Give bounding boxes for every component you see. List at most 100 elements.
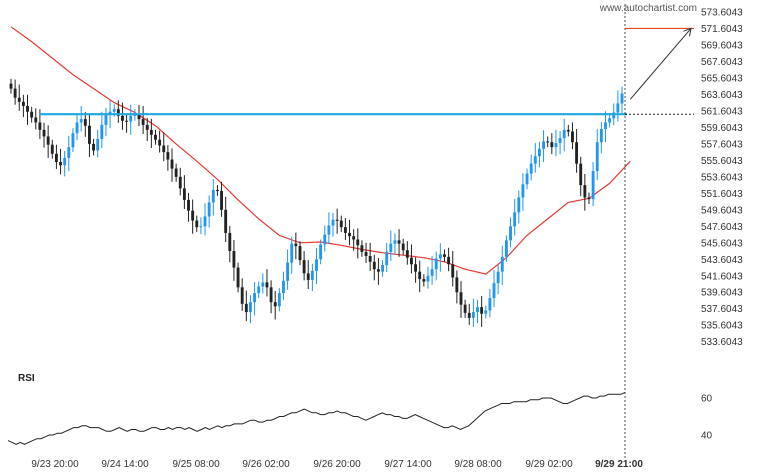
projection-arrow-head [683, 27, 692, 37]
candle-body [112, 109, 116, 112]
x-tick-label: 9/29 21:00 [595, 459, 643, 470]
y-tick-label: 571.6043 [701, 24, 743, 35]
candle-body [385, 251, 389, 266]
candle-body [459, 292, 463, 305]
candle-body [504, 240, 508, 257]
rsi-line [7, 391, 626, 445]
candle-body [612, 112, 616, 119]
watermark-text: www.autochartist.com [599, 3, 697, 14]
x-tick-label: 9/27 14:00 [384, 459, 432, 470]
moving-average-line [10, 26, 631, 275]
y-tick-label: 537.6043 [701, 304, 743, 315]
candle-body [203, 216, 207, 227]
candle-body [546, 141, 550, 143]
candle-body [54, 153, 58, 163]
candle-body [426, 275, 430, 282]
candle-body [476, 307, 479, 313]
candle-body [116, 109, 120, 116]
candle-body [463, 304, 467, 313]
y-tick-label: 549.6043 [701, 205, 743, 216]
candle-body [364, 251, 368, 257]
candle-body [323, 234, 327, 245]
candle-body [393, 240, 397, 244]
candle-body [17, 97, 21, 102]
candle-body [100, 124, 104, 139]
candle-body [154, 134, 157, 140]
candle-body [236, 267, 240, 288]
y-tick-label: 535.6043 [701, 321, 743, 332]
candle-body [356, 239, 360, 246]
moving-average-layer [10, 26, 631, 275]
candle-body [34, 117, 38, 123]
candle-body [125, 120, 129, 122]
candle-body [211, 190, 215, 203]
candle-body [517, 197, 521, 213]
candle-body [170, 159, 174, 169]
candle-body [562, 129, 566, 139]
candle-body [352, 236, 356, 240]
candle-body [21, 101, 25, 106]
candle-body [343, 227, 347, 233]
candle-body [257, 286, 261, 294]
candle-body [273, 302, 277, 307]
candle-body [9, 83, 13, 89]
candle-body [509, 226, 512, 241]
candle-body [616, 103, 620, 113]
candle-body [389, 243, 393, 252]
y-tick-label: 563.6043 [701, 90, 743, 101]
y-tick-label: 555.6043 [701, 156, 743, 167]
candle-body [604, 122, 607, 130]
y-tick-label: 543.6043 [701, 255, 743, 266]
y-tick-label: 565.6043 [701, 73, 743, 84]
candle-body [319, 244, 323, 260]
candle-body [244, 303, 248, 313]
candle-body [410, 257, 413, 265]
candle-body [306, 273, 310, 280]
candle-body [191, 210, 195, 221]
candle-body [46, 136, 50, 145]
candle-body [158, 139, 162, 146]
candle-body [240, 287, 244, 304]
y-tick-label: 561.6043 [701, 106, 743, 117]
candle-body [335, 219, 339, 221]
price-axis: 573.6043 571.6043 569.6043 567.6043 565.6043… [701, 7, 743, 348]
candle-body [104, 115, 108, 125]
candle-body [513, 212, 517, 227]
candle-body [121, 115, 124, 121]
candle-body [327, 225, 331, 235]
time-axis: 9/23 20:00 9/24 14:00 9/25 08:00 9/26 02:00… [31, 459, 643, 470]
candle-body [302, 260, 306, 274]
candle-body [282, 280, 285, 294]
candle-body [13, 88, 17, 98]
x-tick-label: 9/26 02:00 [242, 459, 290, 470]
candle-body [26, 105, 29, 112]
candle-body [63, 157, 67, 166]
candle-body [339, 220, 343, 228]
y-tick-label: 559.6043 [701, 123, 743, 134]
candle-body [447, 256, 451, 265]
candle-body [542, 141, 545, 149]
candle-body [331, 219, 335, 226]
candle-body [620, 93, 624, 104]
candle-body [595, 142, 599, 172]
candle-body [554, 143, 558, 148]
candle-body [50, 144, 54, 154]
candle-body [397, 240, 401, 244]
candle-body [443, 254, 446, 257]
candle-body [224, 209, 228, 233]
candle-body [315, 259, 318, 271]
candle-body [521, 184, 525, 198]
rsi-panel: 60 40 [7, 391, 713, 445]
candle-body [500, 256, 504, 272]
candle-body [83, 119, 87, 126]
candle-body [30, 111, 34, 118]
candle-body [249, 302, 252, 313]
candle-body [141, 119, 145, 125]
candle-body [360, 245, 364, 252]
candle-body [525, 173, 529, 185]
y-tick-label: 547.6043 [701, 222, 743, 233]
candle-body [451, 264, 455, 278]
candle-body [381, 265, 384, 272]
candle-body [207, 202, 211, 217]
